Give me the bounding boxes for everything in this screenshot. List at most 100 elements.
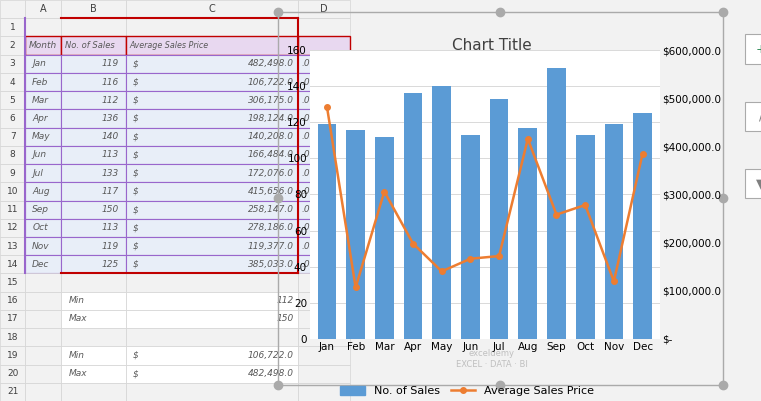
Text: ▼: ▼ xyxy=(756,177,761,190)
Bar xyxy=(61,365,126,383)
Text: 3: 3 xyxy=(10,59,15,68)
Text: .0: .0 xyxy=(301,223,310,232)
Bar xyxy=(25,55,61,73)
Bar xyxy=(0,328,25,346)
Text: $: $ xyxy=(133,241,139,251)
Bar xyxy=(61,237,126,255)
Text: Jan: Jan xyxy=(32,59,46,68)
Text: No. of Sales: No. of Sales xyxy=(65,41,114,50)
Bar xyxy=(745,34,761,64)
Text: .0: .0 xyxy=(301,132,310,141)
Bar xyxy=(0,383,25,401)
Bar xyxy=(0,146,25,164)
Text: Oct: Oct xyxy=(32,223,48,232)
Text: 20: 20 xyxy=(7,369,18,378)
Bar xyxy=(25,18,61,36)
Text: 18: 18 xyxy=(7,333,18,342)
Bar xyxy=(126,383,298,401)
Bar xyxy=(317,124,336,339)
Text: C: C xyxy=(209,4,215,14)
Text: 415,656.0: 415,656.0 xyxy=(248,187,294,196)
Text: $: $ xyxy=(133,205,139,214)
Text: 119: 119 xyxy=(102,59,119,68)
Bar xyxy=(126,182,298,200)
Bar xyxy=(61,128,126,146)
Bar xyxy=(25,164,61,182)
Bar xyxy=(126,36,298,55)
Text: 4: 4 xyxy=(10,77,15,87)
Bar xyxy=(0,109,25,128)
Bar xyxy=(25,292,61,310)
Bar xyxy=(61,310,126,328)
Bar xyxy=(0,55,25,73)
Text: May: May xyxy=(32,132,51,141)
Bar xyxy=(298,182,350,200)
Text: Min: Min xyxy=(68,296,84,305)
Bar xyxy=(126,292,298,310)
Text: Apr: Apr xyxy=(32,114,48,123)
Text: 19: 19 xyxy=(7,351,18,360)
Bar xyxy=(126,0,298,18)
Text: 306,175.0: 306,175.0 xyxy=(248,96,294,105)
Text: Aug: Aug xyxy=(32,187,49,196)
Bar xyxy=(61,91,126,109)
Bar xyxy=(0,128,25,146)
Text: 14: 14 xyxy=(7,260,18,269)
Bar xyxy=(25,73,61,91)
Bar xyxy=(298,18,350,36)
Bar xyxy=(745,101,761,132)
Text: .0: .0 xyxy=(301,77,310,87)
Text: .0: .0 xyxy=(301,169,310,178)
Text: 106,722.0: 106,722.0 xyxy=(248,351,294,360)
Bar xyxy=(298,219,350,237)
Text: 113: 113 xyxy=(102,223,119,232)
Bar xyxy=(576,135,594,339)
Text: $: $ xyxy=(133,114,139,123)
Bar xyxy=(0,182,25,200)
Text: 5: 5 xyxy=(10,96,15,105)
Text: D: D xyxy=(320,4,328,14)
Bar xyxy=(604,124,623,339)
Bar xyxy=(126,55,298,73)
Text: 258,147.0: 258,147.0 xyxy=(248,205,294,214)
Bar xyxy=(126,328,298,346)
Text: 16: 16 xyxy=(7,296,18,305)
Text: .0: .0 xyxy=(301,241,310,251)
Bar xyxy=(25,182,61,200)
Bar xyxy=(61,219,126,237)
Bar xyxy=(633,113,652,339)
Text: $: $ xyxy=(133,150,139,160)
Bar xyxy=(0,255,25,273)
Bar xyxy=(126,346,298,365)
Text: 11: 11 xyxy=(7,205,18,214)
Bar xyxy=(547,68,566,339)
Bar xyxy=(25,255,61,273)
Bar xyxy=(0,18,25,36)
Bar xyxy=(0,36,25,55)
Text: .0: .0 xyxy=(301,150,310,160)
Bar xyxy=(61,55,126,73)
Text: 8: 8 xyxy=(10,150,15,160)
Bar xyxy=(25,273,61,292)
Text: 112: 112 xyxy=(102,96,119,105)
Bar xyxy=(25,91,61,109)
Text: $: $ xyxy=(133,351,139,360)
Bar xyxy=(126,73,298,91)
Text: 12: 12 xyxy=(7,223,18,232)
Bar xyxy=(432,86,451,339)
Bar xyxy=(126,128,298,146)
Bar xyxy=(346,130,365,339)
Text: 106,722.0: 106,722.0 xyxy=(248,77,294,87)
Bar xyxy=(518,128,537,339)
Bar xyxy=(61,73,126,91)
Text: 7: 7 xyxy=(10,132,15,141)
Text: $: $ xyxy=(133,223,139,232)
Bar xyxy=(375,137,393,339)
Text: .0: .0 xyxy=(301,96,310,105)
Bar xyxy=(0,200,25,219)
Bar xyxy=(25,200,61,219)
Text: $: $ xyxy=(133,369,139,378)
Bar xyxy=(61,182,126,200)
Bar xyxy=(61,109,126,128)
Text: $: $ xyxy=(133,187,139,196)
